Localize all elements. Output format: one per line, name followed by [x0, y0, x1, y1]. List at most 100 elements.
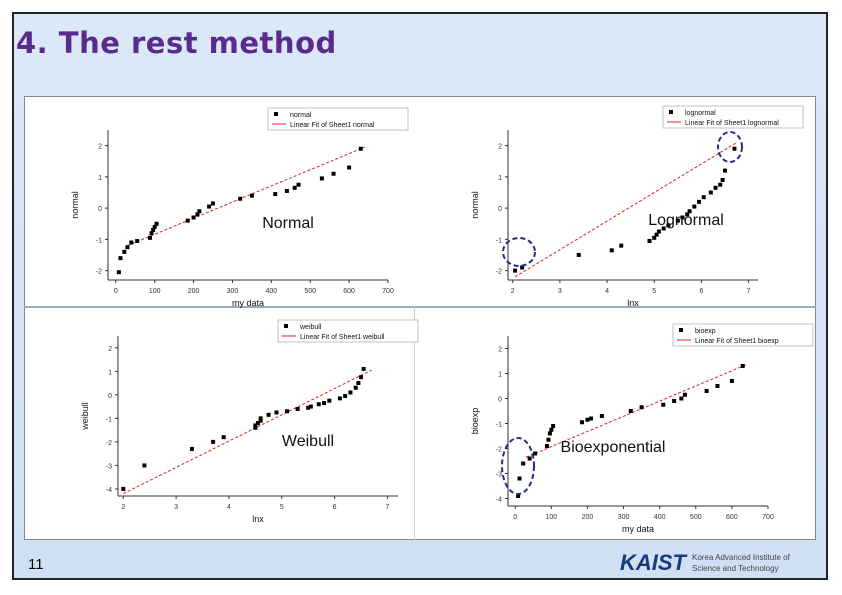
data-point: [628, 409, 633, 413]
logo-subtitle-2: Science and Technology: [692, 564, 779, 573]
y-axis-label: bioexp: [470, 408, 480, 435]
y-tick-label: 2: [498, 347, 502, 354]
data-point: [191, 215, 196, 220]
y-tick-label: -1: [496, 422, 502, 429]
data-point: [599, 414, 604, 418]
data-point: [713, 185, 718, 190]
y-tick-label: -1: [96, 237, 102, 244]
y-tick-label: 2: [498, 144, 502, 151]
highlight-ellipse: [501, 437, 535, 495]
x-tick-label: 100: [149, 288, 161, 295]
linear-fit-line: [127, 146, 365, 247]
data-point: [358, 146, 363, 151]
data-point: [331, 171, 336, 176]
linear-fit-line: [123, 369, 372, 495]
slide-title: 4. The rest method: [16, 26, 337, 60]
lognormal-plot: 2 3 4 5 6 7 -2 -1 0 1 2 lnx normal lognormal Linear Fi…: [470, 105, 804, 308]
x-tick-label: 3: [558, 288, 562, 295]
data-point: [221, 435, 226, 440]
data-point: [546, 437, 551, 442]
data-point: [585, 417, 590, 422]
y-tick-label: -3: [106, 463, 112, 470]
weibull-plot: 2 3 4 5 6 7 -4 -3 -2 -1 0 1 2 lnx weibull weibull Linear…: [80, 319, 419, 524]
data-point: [266, 412, 271, 417]
data-point: [347, 165, 352, 170]
data-point: [729, 379, 734, 383]
x-tick-label: 500: [690, 514, 702, 521]
x-tick-label: 500: [304, 288, 316, 295]
x-tick-label: 3: [174, 504, 178, 511]
bioexponential-plot: 0 100 200 300 400 500 600 700 -4 -3 -2 -1 0 1 2 my data…: [470, 323, 814, 534]
x-tick-label: 300: [227, 288, 239, 295]
data-point: [122, 249, 127, 254]
data-point: [327, 398, 332, 403]
legend-label: Linear Fit of Sheet1 normal: [290, 122, 375, 129]
figure-area: [24, 96, 816, 540]
plot-title: Lognormal: [648, 212, 724, 229]
data-point: [609, 248, 614, 253]
x-tick-label: 300: [618, 514, 630, 521]
data-point: [322, 401, 327, 406]
data-point: [211, 439, 216, 444]
data-point: [197, 209, 202, 214]
data-point: [337, 396, 342, 401]
data-point: [701, 195, 706, 200]
data-point: [732, 146, 737, 151]
data-point: [151, 228, 156, 232]
data-point: [740, 364, 745, 368]
y-tick-label: 1: [98, 175, 102, 182]
data-point: [647, 238, 652, 243]
data-point: [356, 381, 361, 386]
x-axis-label: my data: [622, 524, 654, 534]
data-point: [152, 224, 157, 229]
legend-box: [277, 319, 419, 343]
legend-label: Linear Fit of Sheet1 bioexp: [695, 338, 779, 345]
data-point: [704, 389, 709, 393]
y-tick-label: 0: [108, 393, 112, 400]
y-tick-label: -2: [106, 440, 112, 447]
data-point: [195, 212, 200, 217]
data-point: [361, 366, 366, 371]
data-point: [652, 235, 657, 240]
normal-plot: 0 100 200 300 400 500 600 700 -2 -1 0 1 2 my data norm…: [70, 107, 409, 308]
data-point: [125, 245, 130, 250]
plot-title: Weibull: [282, 433, 334, 450]
x-axis-label: lnx: [627, 298, 639, 308]
y-tick-label: 1: [498, 372, 502, 379]
data-point: [521, 461, 526, 466]
data-point: [343, 394, 348, 398]
data-point: [549, 427, 554, 432]
legend-label: lognormal: [685, 110, 716, 117]
x-tick-label: 700: [382, 288, 394, 295]
data-point: [149, 231, 154, 236]
legend: weibull Linear Fit of Sheet1 weibull: [277, 319, 419, 343]
legend-label: weibull: [299, 324, 322, 331]
data-point: [285, 409, 290, 414]
highlight-ellipse: [717, 131, 743, 163]
legend-marker: [669, 110, 673, 114]
data-point: [308, 404, 313, 409]
data-point: [359, 375, 364, 380]
data-point: [292, 185, 297, 190]
plot-title: Bioexponential: [561, 439, 666, 456]
logo-wordmark: KAIST: [620, 551, 688, 575]
data-point: [185, 218, 190, 223]
data-point: [284, 188, 289, 193]
kaist-logo: KAIST Korea Advanced Institute of Scienc…: [620, 551, 791, 575]
x-axis-label: lnx: [252, 514, 264, 524]
y-tick-label: 1: [498, 175, 502, 182]
x-tick-label: 100: [545, 514, 557, 521]
plot-title: Normal: [262, 215, 314, 232]
data-point: [672, 399, 677, 403]
data-point: [720, 178, 725, 182]
x-tick-label: 4: [605, 288, 609, 295]
data-point: [682, 392, 687, 397]
y-tick-label: 1: [108, 369, 112, 376]
data-point: [253, 425, 258, 430]
legend-box: [267, 107, 409, 131]
y-tick-label: -4: [496, 497, 502, 504]
y-tick-label: -2: [496, 269, 502, 276]
data-point: [319, 176, 324, 181]
data-point: [715, 384, 720, 388]
data-point: [135, 238, 140, 243]
